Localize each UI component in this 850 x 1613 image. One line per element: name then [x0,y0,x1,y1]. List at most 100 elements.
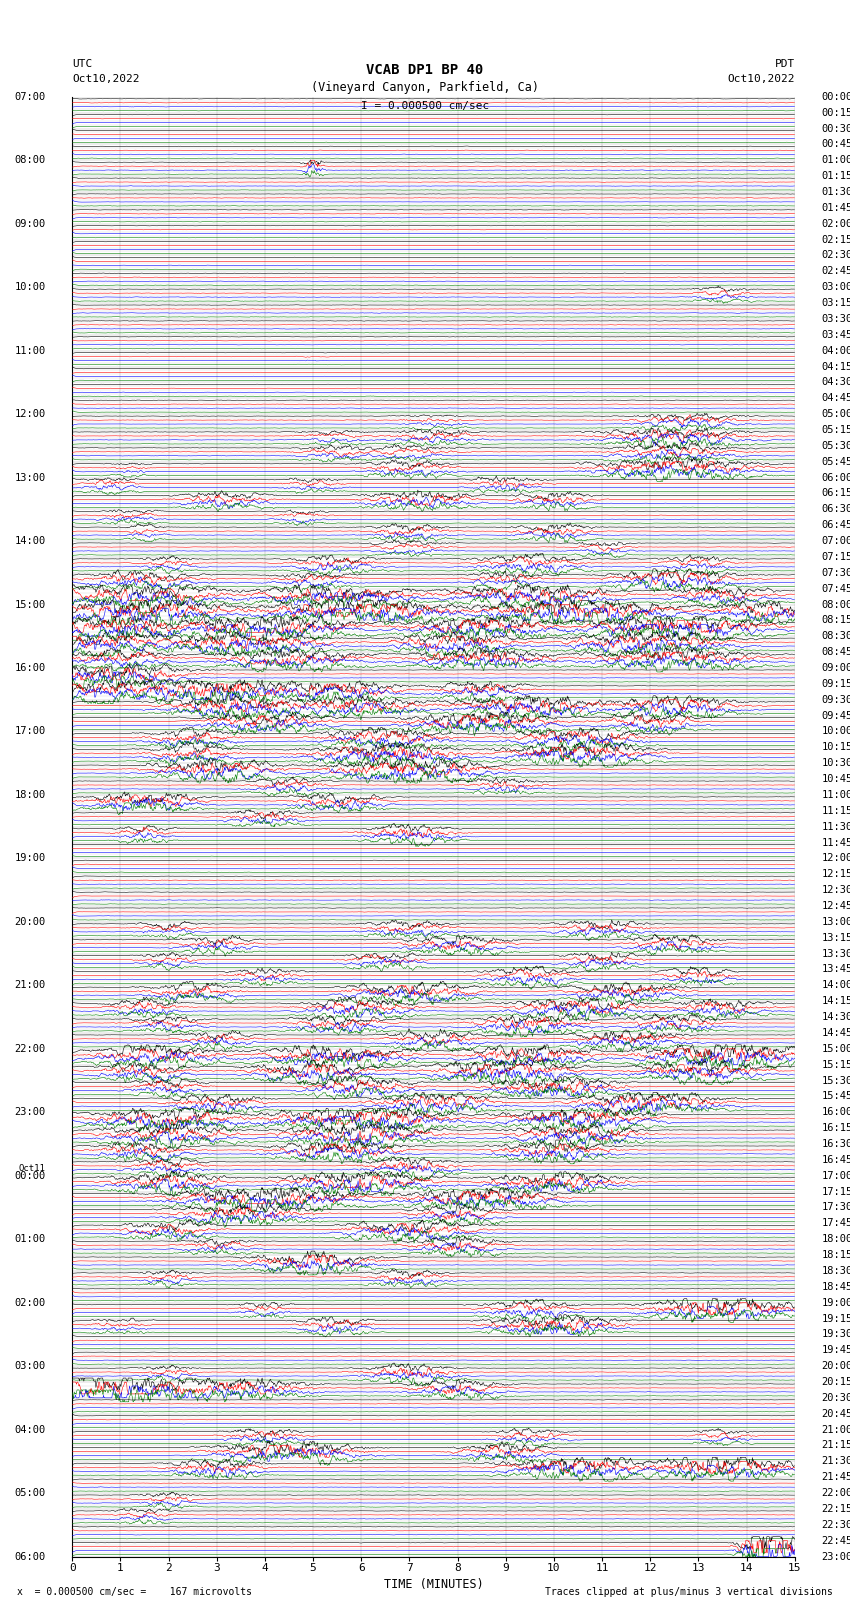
Text: 04:30: 04:30 [821,377,850,387]
Text: 20:15: 20:15 [821,1378,850,1387]
Text: 11:00: 11:00 [821,790,850,800]
Text: 13:00: 13:00 [821,916,850,927]
Text: 20:00: 20:00 [821,1361,850,1371]
Text: 12:15: 12:15 [821,869,850,879]
Text: 21:00: 21:00 [14,981,46,990]
Text: 07:45: 07:45 [821,584,850,594]
Text: 08:45: 08:45 [821,647,850,656]
Text: 01:15: 01:15 [821,171,850,181]
Text: 19:00: 19:00 [14,853,46,863]
Text: 14:00: 14:00 [14,536,46,547]
Text: 01:30: 01:30 [821,187,850,197]
Text: 09:00: 09:00 [14,219,46,229]
Text: 08:00: 08:00 [14,155,46,165]
Text: 09:00: 09:00 [821,663,850,673]
Text: 08:30: 08:30 [821,631,850,642]
Text: Oct11: Oct11 [19,1165,46,1173]
Text: 14:00: 14:00 [821,981,850,990]
Text: 09:15: 09:15 [821,679,850,689]
Text: 09:30: 09:30 [821,695,850,705]
Text: 03:00: 03:00 [14,1361,46,1371]
Text: 18:00: 18:00 [14,790,46,800]
Text: 10:00: 10:00 [14,282,46,292]
Text: 05:00: 05:00 [14,1489,46,1498]
Text: 16:00: 16:00 [14,663,46,673]
Text: 17:15: 17:15 [821,1187,850,1197]
Text: 06:45: 06:45 [821,519,850,531]
Text: 20:00: 20:00 [14,916,46,927]
Text: 05:00: 05:00 [821,410,850,419]
Text: 06:15: 06:15 [821,489,850,498]
Text: 07:00: 07:00 [821,536,850,547]
Text: 16:30: 16:30 [821,1139,850,1148]
Text: 16:45: 16:45 [821,1155,850,1165]
Text: 18:15: 18:15 [821,1250,850,1260]
Text: 12:00: 12:00 [821,853,850,863]
Text: 21:15: 21:15 [821,1440,850,1450]
Text: 16:15: 16:15 [821,1123,850,1134]
Text: 17:00: 17:00 [14,726,46,737]
Text: 13:15: 13:15 [821,932,850,942]
Text: 15:00: 15:00 [821,1044,850,1053]
Text: 15:15: 15:15 [821,1060,850,1069]
Text: 00:00: 00:00 [14,1171,46,1181]
Text: 13:30: 13:30 [821,948,850,958]
Text: 20:30: 20:30 [821,1394,850,1403]
Text: 03:45: 03:45 [821,329,850,340]
Text: Oct10,2022: Oct10,2022 [72,74,139,84]
Text: 19:15: 19:15 [821,1313,850,1324]
Text: 19:00: 19:00 [821,1298,850,1308]
Text: 00:30: 00:30 [821,124,850,134]
Text: 12:30: 12:30 [821,886,850,895]
Text: 18:00: 18:00 [821,1234,850,1244]
Text: 06:00: 06:00 [14,1552,46,1561]
Text: 03:15: 03:15 [821,298,850,308]
Text: 22:45: 22:45 [821,1536,850,1545]
Text: 02:00: 02:00 [821,219,850,229]
Text: 04:45: 04:45 [821,394,850,403]
Text: 12:00: 12:00 [14,410,46,419]
Text: 02:30: 02:30 [821,250,850,260]
Text: 08:15: 08:15 [821,616,850,626]
Text: 05:15: 05:15 [821,424,850,436]
Text: 19:45: 19:45 [821,1345,850,1355]
Text: 07:15: 07:15 [821,552,850,561]
Text: 15:00: 15:00 [14,600,46,610]
Text: 05:45: 05:45 [821,456,850,466]
Text: 10:15: 10:15 [821,742,850,752]
Text: 05:30: 05:30 [821,440,850,452]
Text: 22:00: 22:00 [14,1044,46,1053]
Text: 06:30: 06:30 [821,505,850,515]
Text: 07:30: 07:30 [821,568,850,577]
Text: 20:45: 20:45 [821,1408,850,1419]
Text: 15:30: 15:30 [821,1076,850,1086]
Text: 01:00: 01:00 [821,155,850,165]
Text: 21:45: 21:45 [821,1473,850,1482]
Text: 00:15: 00:15 [821,108,850,118]
Text: 02:45: 02:45 [821,266,850,276]
Text: 04:00: 04:00 [821,345,850,355]
Text: 03:00: 03:00 [821,282,850,292]
Text: 02:00: 02:00 [14,1298,46,1308]
Text: 14:30: 14:30 [821,1011,850,1023]
Text: 11:00: 11:00 [14,345,46,355]
Text: 14:15: 14:15 [821,997,850,1007]
Text: 06:00: 06:00 [821,473,850,482]
Text: 18:45: 18:45 [821,1282,850,1292]
Text: 04:00: 04:00 [14,1424,46,1434]
Text: 17:30: 17:30 [821,1202,850,1213]
Text: 21:30: 21:30 [821,1457,850,1466]
Text: 11:30: 11:30 [821,821,850,832]
Text: 23:00: 23:00 [821,1552,850,1561]
Text: (Vineyard Canyon, Parkfield, Ca): (Vineyard Canyon, Parkfield, Ca) [311,81,539,94]
Text: 15:45: 15:45 [821,1092,850,1102]
Text: I = 0.000500 cm/sec: I = 0.000500 cm/sec [361,102,489,111]
Text: Traces clipped at plus/minus 3 vertical divisions: Traces clipped at plus/minus 3 vertical … [545,1587,833,1597]
Text: 18:30: 18:30 [821,1266,850,1276]
Text: 00:00: 00:00 [821,92,850,102]
Text: 22:30: 22:30 [821,1519,850,1529]
Text: x  = 0.000500 cm/sec =    167 microvolts: x = 0.000500 cm/sec = 167 microvolts [17,1587,252,1597]
Text: 23:00: 23:00 [14,1107,46,1118]
Text: 14:45: 14:45 [821,1027,850,1037]
Text: VCAB DP1 BP 40: VCAB DP1 BP 40 [366,63,484,77]
